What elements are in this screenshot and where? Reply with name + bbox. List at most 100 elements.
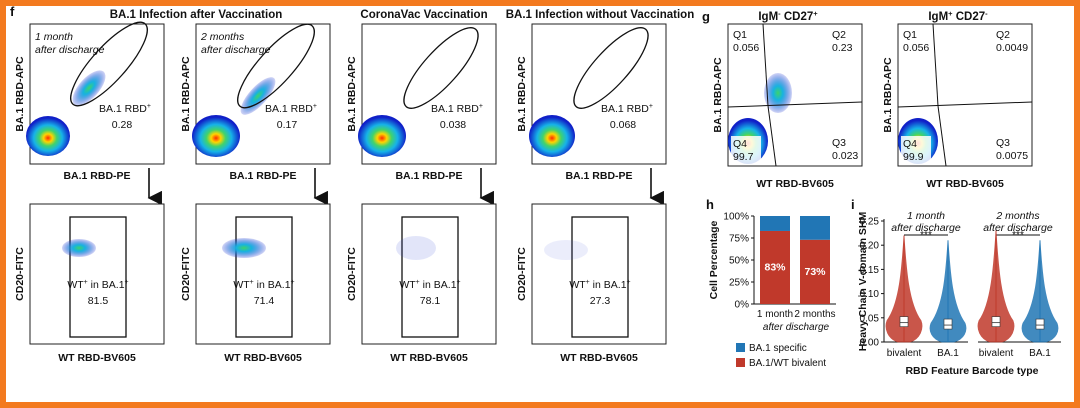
q2-label: Q2	[832, 29, 846, 41]
cd20-scatter	[544, 240, 588, 260]
x-axis-label-f3: BA.1 RBD-PE	[395, 170, 462, 182]
h-y-axis-label: Cell Percentage	[708, 220, 720, 299]
x-axis-label-f5: WT RBD-BV605	[58, 352, 136, 364]
flow-plot-f2: 2 months after discharge BA.1 RBD+ 0.17	[192, 23, 331, 165]
q1-label: Q1	[733, 29, 747, 41]
i-y-tick-label: 0.05	[860, 313, 880, 324]
gate-value: 27.3	[590, 295, 611, 307]
gate-ellipse	[237, 23, 315, 109]
h-bar-segment	[800, 216, 830, 240]
quadrant-divider-h	[897, 101, 1033, 108]
h-legend-swatch	[736, 358, 745, 367]
timepoint-line2: after discharge	[201, 44, 271, 56]
h-bar-data-label: 73%	[804, 266, 826, 278]
h-y-tick-label: 0%	[735, 300, 750, 311]
q2-label: Q2	[996, 29, 1010, 41]
gate-rectangle	[69, 216, 127, 338]
i-y-tick-label: 0.00	[860, 338, 880, 349]
i-box	[899, 316, 909, 327]
population-blob	[529, 115, 575, 157]
i-x-axis-label: RBD Feature Barcode type	[905, 365, 1038, 377]
h-y-tick-label: 50%	[729, 256, 749, 267]
gate-value: 0.17	[277, 119, 298, 131]
x-axis-label-f1: BA.1 RBD-PE	[63, 170, 130, 182]
y-axis-label-g1: BA.1 RBD-APC	[712, 57, 724, 133]
gate-value: 0.28	[112, 119, 133, 131]
gate-rectangle	[235, 216, 293, 338]
column-title-3: BA.1 Infection without Vaccination	[506, 9, 695, 21]
h-y-tick-label: 100%	[723, 212, 749, 223]
gate-value: 0.068	[610, 119, 636, 131]
q3-label: Q3	[996, 137, 1010, 149]
y-axis-label-f4: BA.1 RBD-APC	[516, 56, 528, 132]
flow-plot-f6: WT+ in BA.1+ 71.4	[195, 203, 331, 345]
timepoint-line1: 2 months	[200, 31, 245, 43]
double-positive-cluster	[764, 73, 792, 113]
y-axis-label-f3: BA.1 RBD-APC	[346, 56, 358, 132]
quadrant-divider-h	[727, 101, 863, 108]
x-axis-label-g1: WT RBD-BV605	[756, 178, 834, 190]
i-y-axis-label: Heavy Chain V-domain SHM	[857, 212, 869, 352]
panel-label-f: f	[10, 6, 15, 19]
gate-value: 78.1	[420, 295, 441, 307]
quadrant-plot-2: Q1 0.056 Q2 0.0049 Q3 0.0075 Q4 99.9	[897, 23, 1033, 167]
flow-plot-f5: WT+ in BA.1+ 81.5	[29, 203, 165, 345]
quadrant-title-2: IgM+ CD27-	[928, 9, 988, 23]
q4-value: 99.9	[903, 151, 924, 163]
gate-label: WT+ in BA.1+	[233, 279, 294, 291]
quadrant-divider-v1	[762, 23, 769, 107]
column-title-1: BA.1 Infection after Vaccination	[110, 9, 283, 21]
q3-label: Q3	[832, 137, 846, 149]
q2-value: 0.0049	[996, 42, 1028, 54]
quadrant-title-1: IgM- CD27+	[758, 9, 818, 23]
gate-ellipse	[403, 27, 479, 109]
i-box	[991, 316, 1001, 327]
h-bar-segment	[760, 230, 790, 304]
i-x-tick-label: BA.1	[1029, 348, 1051, 359]
q4-value: 99.7	[733, 151, 754, 163]
panel-label-g: g	[702, 9, 710, 24]
h-bar-segment	[760, 216, 790, 231]
i-x-tick-label: bivalent	[979, 348, 1014, 359]
i-significance-stars: ***	[920, 230, 932, 241]
gate-label: WT+ in BA.1+	[399, 279, 460, 291]
x-axis-label-f2: BA.1 RBD-PE	[229, 170, 296, 182]
y-axis-label-f7: CD20-FITC	[346, 247, 358, 301]
x-axis-label-f8: WT RBD-BV605	[560, 352, 638, 364]
gate-rectangle	[401, 216, 459, 338]
population-blob	[26, 116, 70, 156]
x-axis-label-f4: BA.1 RBD-PE	[565, 170, 632, 182]
y-axis-label-f2: BA.1 RBD-APC	[180, 56, 192, 132]
y-axis-label-f6: CD20-FITC	[180, 247, 192, 301]
quadrant-plot-1: Q1 0.056 Q2 0.23 Q3 0.023 Q4 99.7	[727, 23, 863, 167]
timepoint-line1: 1 month	[35, 31, 73, 43]
h-legend-swatch	[736, 343, 745, 352]
h-y-tick-label: 75%	[729, 234, 749, 245]
q1-value: 0.056	[733, 42, 759, 54]
timepoint-line2: after discharge	[35, 44, 105, 56]
i-box	[943, 318, 953, 330]
x-axis-label-f7: WT RBD-BV605	[390, 352, 468, 364]
i-y-tick-label: 0.15	[860, 265, 880, 276]
rbd-positive-cluster	[72, 70, 106, 106]
quadrant-divider-v2	[937, 105, 947, 167]
h-x-axis-label: after discharge	[763, 322, 830, 333]
rbd-positive-cluster	[240, 77, 276, 115]
y-axis-label-f5: CD20-FITC	[14, 247, 26, 301]
i-group-title-line2: after discharge	[891, 222, 961, 234]
i-box	[1035, 318, 1045, 330]
gate-rectangle	[571, 216, 629, 338]
q3-value: 0.0075	[996, 150, 1028, 162]
gate-label: BA.1 RBD+	[265, 103, 317, 115]
figure-canvas: f BA.1 Infection after Vaccination Coron…	[10, 6, 1061, 377]
gate-value: 71.4	[254, 295, 275, 307]
h-y-tick-label: 25%	[729, 278, 749, 289]
cd20-cluster	[222, 238, 266, 258]
stacked-bar-chart: 0% 25% 50% 75% 100% 83% 1 month 73% 2 months afte…	[708, 212, 836, 369]
i-x-tick-label: bivalent	[887, 348, 922, 359]
q4-label: Q4	[903, 138, 917, 150]
h-x-tick-label: 1 month	[757, 309, 793, 320]
i-y-tick-label: 0.25	[860, 217, 880, 228]
